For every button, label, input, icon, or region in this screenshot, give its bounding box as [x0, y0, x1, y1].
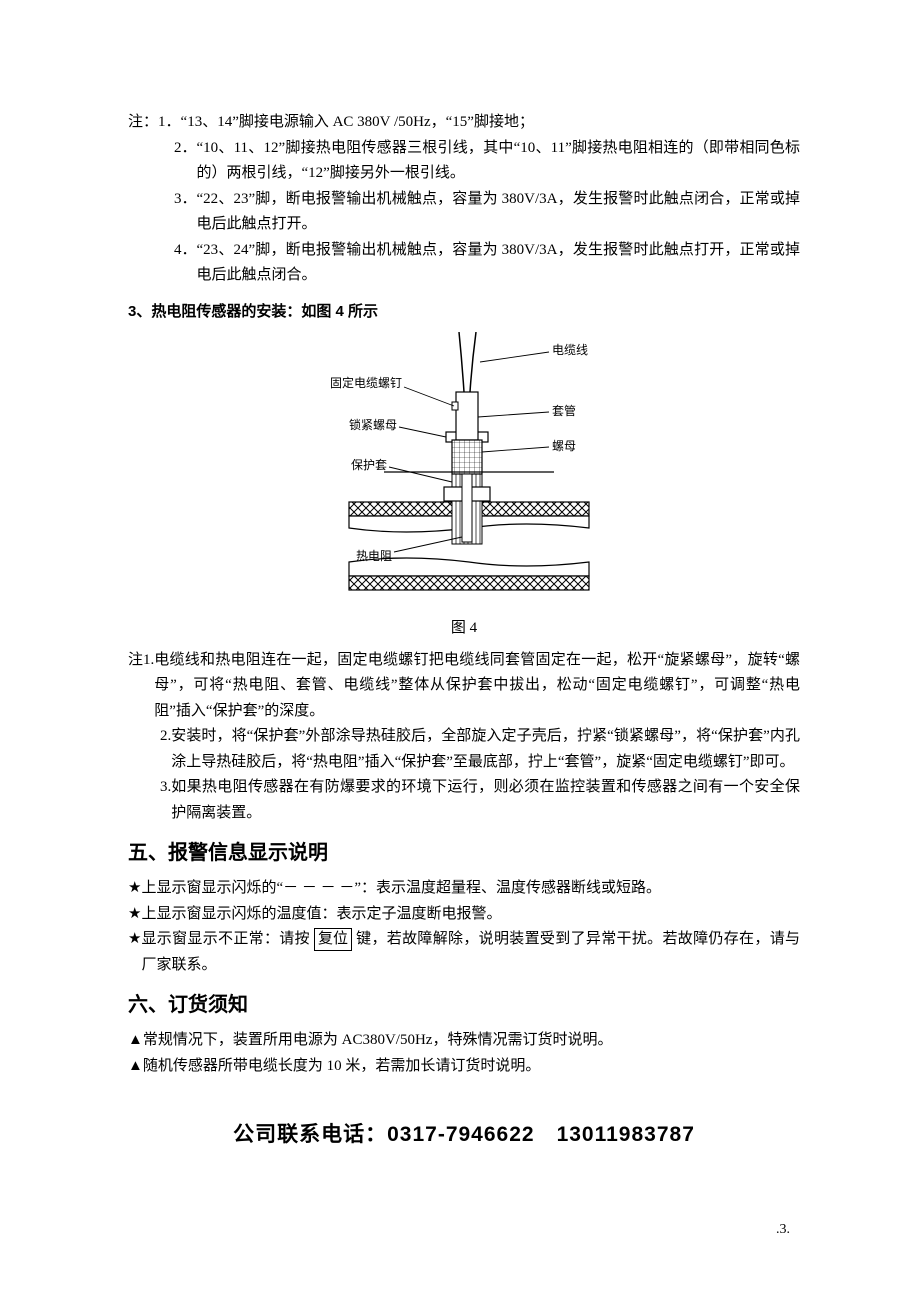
bullet-text: 随机传感器所带电缆长度为 10 米，若需加长请订货时说明。	[143, 1054, 800, 1080]
sensor-diagram-icon: 电缆线 固定电缆螺钉 锁紧螺母 套管 螺母 保护套 热电阻	[294, 332, 634, 612]
note-num: 4．	[174, 238, 197, 289]
label-sleeve: 套管	[552, 403, 576, 418]
bullet-line: ▲ 常规情况下，装置所用电源为 AC380V/50Hz，特殊情况需订货时说明。	[128, 1028, 800, 1054]
section3-title: 3、热电阻传感器的安装：如图 4 所示	[128, 299, 800, 325]
note-text: 安装时，将“保护套”外部涂导热硅胶后，全部旋入定子壳后，拧紧“锁紧螺母”，将“保…	[171, 724, 800, 775]
section5-title: 五、报警信息显示说明	[128, 836, 800, 870]
figure-4: 电缆线 固定电缆螺钉 锁紧螺母 套管 螺母 保护套 热电阻	[128, 332, 800, 612]
note-line: 3． “22、23”脚，断电报警输出机械触点，容量为 380V/3A，发生报警时…	[128, 187, 800, 238]
note-line: 2． “10、11、12”脚接热电阻传感器三根引线，其中“10、11”脚接热电阻…	[128, 136, 800, 187]
note-num: 1．	[158, 110, 181, 136]
contact-phone: 公司联系电话：0317-7946622 13011983787	[128, 1117, 800, 1153]
label-rtd: 热电阻	[356, 549, 392, 563]
notes-block-2: 注 1. 电缆线和热电阻连在一起，固定电缆螺钉把电缆线同套管固定在一起，松开“旋…	[128, 648, 800, 827]
note-text: “23、24”脚，断电报警输出机械触点，容量为 380V/3A，发生报警时此触点…	[197, 238, 800, 289]
star-icon: ★	[128, 902, 141, 928]
label-lock-nut: 锁紧螺母	[349, 417, 397, 432]
bullet-line: ★ 上显示窗显示闪烁的温度值：表示定子温度断电报警。	[128, 902, 800, 928]
note-line: 注 1. 电缆线和热电阻连在一起，固定电缆螺钉把电缆线同套管固定在一起，松开“旋…	[128, 648, 800, 725]
bullet-text: 上显示窗显示闪烁的“－ － － －”：表示温度超量程、温度传感器断线或短路。	[141, 876, 800, 902]
note-text: 如果热电阻传感器在有防爆要求的环境下运行，则必须在监控装置和传感器之间有一个安全…	[171, 775, 800, 826]
note-line: 3. 如果热电阻传感器在有防爆要求的环境下运行，则必须在监控装置和传感器之间有一…	[128, 775, 800, 826]
note-text: “10、11、12”脚接热电阻传感器三根引线，其中“10、11”脚接热电阻相连的…	[197, 136, 800, 187]
triangle-icon: ▲	[128, 1054, 143, 1080]
star-icon: ★	[128, 876, 141, 902]
bullet-text: 上显示窗显示闪烁的温度值：表示定子温度断电报警。	[141, 902, 800, 928]
note-num: 1.	[143, 648, 154, 725]
note-text: “22、23”脚，断电报警输出机械触点，容量为 380V/3A，发生报警时此触点…	[197, 187, 800, 238]
notes-block-1: 注： 1． “13、14”脚接电源输入 AC 380V /50Hz，“15”脚接…	[128, 110, 800, 289]
reset-box: 复位	[314, 928, 352, 951]
bullet-line: ▲ 随机传感器所带电缆长度为 10 米，若需加长请订货时说明。	[128, 1054, 800, 1080]
bullet-text: 常规情况下，装置所用电源为 AC380V/50Hz，特殊情况需订货时说明。	[143, 1028, 800, 1054]
note-num: 3.	[160, 775, 171, 826]
note-num: 2.	[160, 724, 171, 775]
page-number: .3.	[776, 1218, 790, 1242]
note-line: 2. 安装时，将“保护套”外部涂导热硅胶后，全部旋入定子壳后，拧紧“锁紧螺母”，…	[128, 724, 800, 775]
bullet-text: 显示窗显示不正常：请按 复位 键，若故障解除，说明装置受到了异常干扰。若故障仍存…	[141, 927, 800, 978]
label-protector: 保护套	[351, 458, 387, 472]
star-icon: ★	[128, 927, 141, 978]
label-nut: 螺母	[552, 439, 576, 453]
section6-title: 六、订货须知	[128, 988, 800, 1022]
label-fix-screw: 固定电缆螺钉	[330, 375, 402, 390]
note-prefix: 注	[128, 648, 143, 725]
text-pre: 显示窗显示不正常：请按	[141, 931, 310, 947]
triangle-icon: ▲	[128, 1028, 143, 1054]
bullet-line: ★ 上显示窗显示闪烁的“－ － － －”：表示温度超量程、温度传感器断线或短路。	[128, 876, 800, 902]
label-cable: 电缆线	[552, 343, 588, 357]
note-num: 2．	[174, 136, 197, 187]
bullet-line: ★ 显示窗显示不正常：请按 复位 键，若故障解除，说明装置受到了异常干扰。若故障…	[128, 927, 800, 978]
note-line: 4． “23、24”脚，断电报警输出机械触点，容量为 380V/3A，发生报警时…	[128, 238, 800, 289]
note-num: 3．	[174, 187, 197, 238]
note-prefix: 注：	[128, 110, 158, 136]
note-line: 注： 1． “13、14”脚接电源输入 AC 380V /50Hz，“15”脚接…	[128, 110, 800, 136]
note-text: 电缆线和热电阻连在一起，固定电缆螺钉把电缆线同套管固定在一起，松开“旋紧螺母”，…	[154, 648, 800, 725]
figure-caption: 图 4	[128, 616, 800, 642]
note-text: “13、14”脚接电源输入 AC 380V /50Hz，“15”脚接地；	[181, 110, 800, 136]
